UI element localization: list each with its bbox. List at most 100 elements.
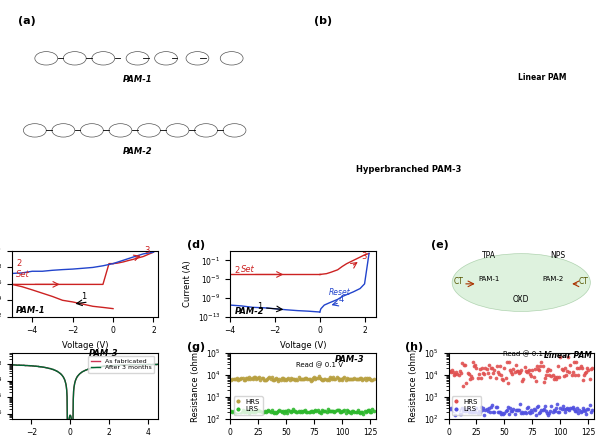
Point (301, 407, 310, 414)
Point (548, 371, 557, 378)
Point (270, 375, 280, 382)
Point (535, 409, 544, 416)
Point (542, 409, 552, 416)
Point (474, 371, 484, 378)
Point (579, 407, 589, 414)
Point (488, 409, 498, 416)
Point (481, 407, 490, 414)
Point (262, 408, 272, 415)
Point (572, 364, 582, 371)
Legend: HRS, LRS: HRS, LRS (452, 396, 481, 415)
Point (532, 362, 542, 369)
Point (553, 362, 563, 369)
Point (283, 375, 292, 382)
Point (551, 404, 561, 411)
Point (275, 406, 284, 413)
Point (490, 409, 499, 416)
Point (353, 406, 362, 413)
Point (529, 406, 538, 413)
Point (302, 408, 311, 415)
Point (292, 376, 301, 383)
Point (474, 408, 484, 415)
Point (329, 409, 339, 416)
Text: PAM-1: PAM-1 (16, 306, 46, 315)
Point (315, 409, 325, 416)
Point (455, 368, 464, 375)
Point (574, 409, 583, 416)
Point (268, 408, 278, 415)
Point (355, 409, 365, 416)
Point (229, 407, 238, 414)
Point (248, 375, 257, 382)
Point (351, 409, 361, 416)
Ellipse shape (452, 254, 590, 311)
After 3 months (67, 412, 74, 418)
Point (231, 375, 241, 382)
Text: PAM-1: PAM-1 (123, 75, 152, 84)
Point (314, 409, 323, 416)
Point (340, 407, 349, 414)
Point (346, 409, 356, 416)
Point (563, 405, 573, 412)
Text: 2: 2 (235, 266, 240, 275)
Text: PAM-3: PAM-3 (89, 350, 119, 358)
Text: 1: 1 (81, 292, 86, 301)
Point (263, 375, 273, 382)
Read @ 0.1 V (26, 363, 33, 368)
Point (541, 408, 551, 415)
Point (271, 409, 281, 416)
Point (367, 409, 376, 416)
Point (527, 372, 536, 379)
Point (251, 375, 261, 382)
Point (349, 376, 358, 383)
Point (368, 377, 377, 384)
Point (344, 408, 353, 415)
Point (506, 408, 516, 415)
Point (482, 365, 491, 372)
After 3 months (152, 362, 159, 367)
Point (511, 362, 520, 369)
Point (261, 377, 271, 384)
Point (523, 404, 533, 411)
Point (510, 410, 520, 417)
Point (509, 366, 518, 373)
Point (499, 410, 508, 417)
Text: Linear PAM: Linear PAM (544, 351, 592, 360)
Point (514, 407, 524, 414)
Point (295, 375, 304, 382)
Point (542, 368, 552, 375)
Point (242, 375, 252, 382)
Point (550, 408, 560, 415)
Point (241, 374, 251, 381)
Point (470, 409, 480, 416)
Point (583, 364, 592, 371)
Point (508, 408, 517, 415)
Point (337, 408, 347, 415)
Point (299, 408, 309, 415)
Text: (a): (a) (18, 17, 35, 27)
Point (317, 376, 327, 383)
Point (531, 377, 541, 384)
Point (297, 375, 307, 382)
Point (545, 367, 555, 374)
Point (463, 405, 472, 412)
Point (306, 408, 316, 415)
Point (451, 412, 460, 419)
Point (298, 407, 308, 414)
Point (560, 364, 570, 371)
Point (254, 408, 264, 415)
Point (297, 408, 307, 415)
Point (342, 375, 352, 382)
Point (517, 366, 526, 373)
After 3 months (115, 363, 122, 368)
Point (343, 376, 353, 383)
Point (359, 410, 368, 417)
Point (572, 404, 582, 411)
After 3 months (64, 428, 71, 433)
Point (452, 371, 462, 378)
Point (229, 375, 238, 382)
Point (458, 408, 468, 415)
Point (499, 377, 508, 384)
Point (335, 375, 345, 382)
Point (587, 407, 596, 414)
